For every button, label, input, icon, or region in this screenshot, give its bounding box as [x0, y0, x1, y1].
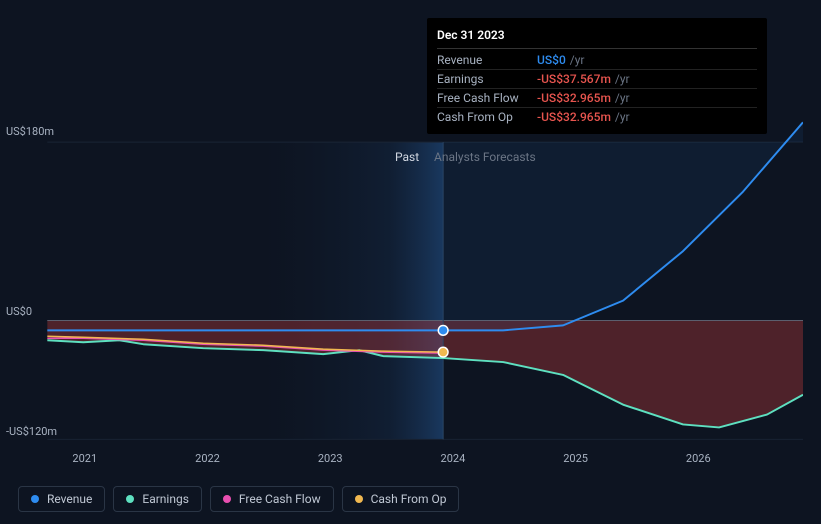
legend-label: Cash From Op [371, 492, 447, 506]
tooltip-metric-value: -US$32.965m [537, 110, 611, 124]
tooltip-metric-value: US$0 [537, 53, 566, 67]
tooltip-row: Free Cash Flow-US$32.965m/yr [437, 89, 757, 108]
x-axis-label: 2021 [72, 452, 97, 465]
past-section-label: Past [395, 150, 419, 164]
y-axis-label: US$180m [6, 125, 54, 138]
tooltip-metric-value: -US$32.965m [537, 91, 611, 105]
tooltip-metric-label: Earnings [437, 72, 537, 86]
tooltip-metric-label: Cash From Op [437, 110, 537, 124]
legend-item-revenue[interactable]: Revenue [18, 486, 105, 512]
tooltip-metric-unit: /yr [615, 110, 630, 124]
tooltip-row: RevenueUS$0/yr [437, 51, 757, 70]
x-axis-label: 2026 [686, 452, 711, 465]
x-axis: 2021 2022 2023 2024 2025 2026 [18, 452, 803, 468]
legend-item-cfo[interactable]: Cash From Op [342, 486, 460, 512]
y-axis-label: -US$120m [6, 425, 57, 438]
legend-label: Revenue [47, 492, 92, 506]
tooltip-metric-unit: /yr [615, 72, 630, 86]
forecast-section-label: Analysts Forecasts [434, 150, 536, 164]
tooltip-metric-unit: /yr [570, 53, 585, 67]
x-axis-label: 2023 [318, 452, 343, 465]
chart-legend: Revenue Earnings Free Cash Flow Cash From O… [18, 486, 459, 512]
legend-item-fcf[interactable]: Free Cash Flow [210, 486, 334, 512]
tooltip-metric-label: Revenue [437, 53, 537, 67]
tooltip-metric-label: Free Cash Flow [437, 91, 537, 105]
legend-dot-icon [31, 495, 39, 503]
chart-tooltip: Dec 31 2023 RevenueUS$0/yrEarnings-US$37… [427, 18, 767, 134]
x-axis-label: 2022 [195, 452, 220, 465]
tooltip-row: Earnings-US$37.567m/yr [437, 70, 757, 89]
x-axis-label: 2024 [441, 452, 466, 465]
legend-item-earnings[interactable]: Earnings [113, 486, 202, 512]
legend-dot-icon [223, 495, 231, 503]
y-axis-label: US$0 [6, 305, 32, 318]
tooltip-row: Cash From Op-US$32.965m/yr [437, 108, 757, 126]
tooltip-metric-value: -US$37.567m [537, 72, 611, 86]
legend-label: Free Cash Flow [239, 492, 321, 506]
tooltip-date: Dec 31 2023 [437, 26, 757, 49]
legend-label: Earnings [142, 492, 189, 506]
x-axis-label: 2025 [563, 452, 588, 465]
legend-dot-icon [355, 495, 363, 503]
tooltip-metric-unit: /yr [615, 91, 630, 105]
legend-dot-icon [126, 495, 134, 503]
